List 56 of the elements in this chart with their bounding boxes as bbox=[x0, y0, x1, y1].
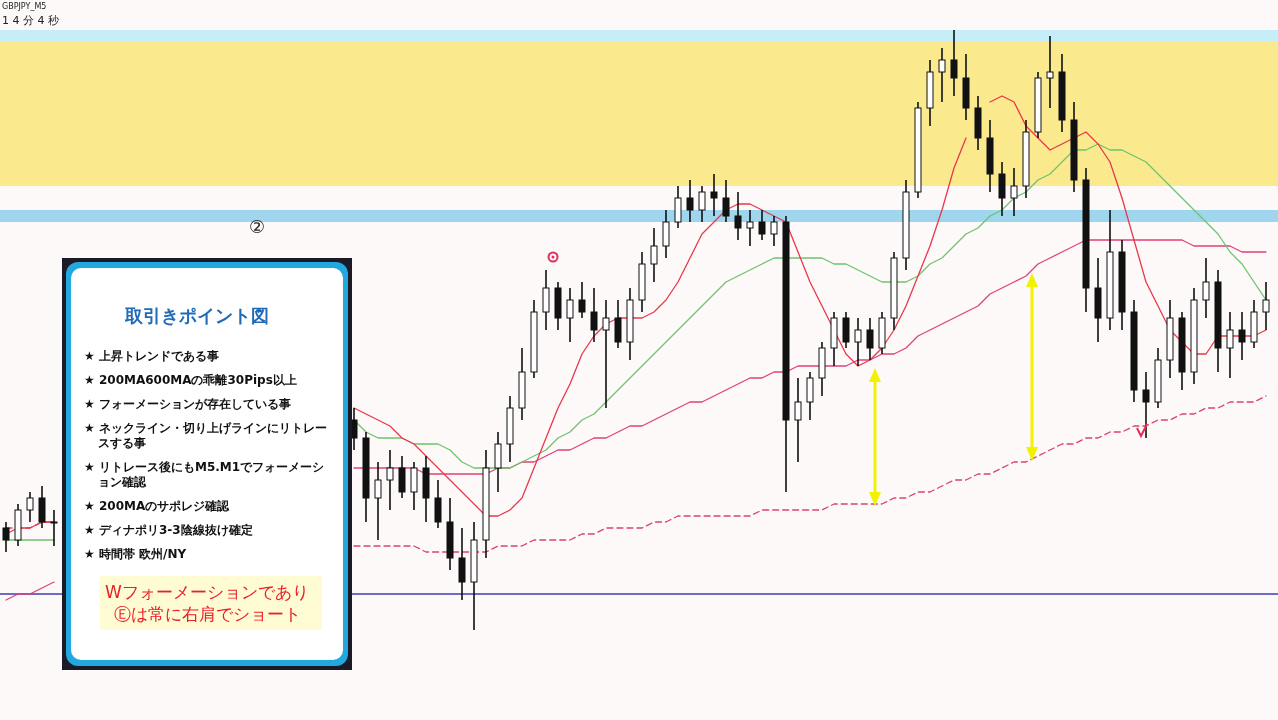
candlestick bbox=[710, 173, 718, 217]
candlestick bbox=[842, 311, 850, 349]
candlestick bbox=[410, 461, 418, 511]
annotation: ★ フォーメーションが存在している事 bbox=[84, 397, 291, 411]
candlestick bbox=[614, 299, 622, 349]
candlestick bbox=[590, 287, 598, 343]
candlestick bbox=[566, 287, 574, 343]
candlestick bbox=[1010, 167, 1018, 217]
candlestick bbox=[542, 269, 550, 331]
candlestick bbox=[1046, 35, 1054, 109]
candlestick bbox=[2, 521, 10, 553]
candlestick bbox=[602, 299, 610, 409]
candlestick bbox=[1142, 371, 1150, 439]
annotation: ★ リトレース後にもM5.M1でフォーメーション確認 bbox=[84, 460, 325, 489]
annotation: Wフォーメーションであり Ⓔは常に右肩でショート bbox=[105, 582, 309, 624]
candlestick bbox=[950, 29, 958, 97]
candlestick bbox=[1226, 311, 1234, 379]
candlestick bbox=[698, 185, 706, 223]
annotation: ★ 200MAのサポレジ確認 bbox=[84, 499, 231, 513]
candlestick bbox=[806, 371, 814, 421]
candlestick bbox=[494, 431, 502, 493]
candlestick bbox=[758, 209, 766, 241]
candlestick bbox=[662, 209, 670, 259]
annotation: ② bbox=[248, 216, 266, 237]
text: 取引きポイント図 bbox=[124, 305, 269, 326]
candlestick bbox=[722, 179, 730, 223]
candlestick bbox=[686, 179, 694, 223]
annotation: ★ 時間帯 欧州/NY bbox=[84, 547, 187, 561]
candlestick bbox=[1202, 257, 1210, 319]
annotation: ★ ネックライン・切り上げラインにリトレースする事 bbox=[84, 421, 327, 450]
candlestick bbox=[938, 47, 946, 103]
candlestick bbox=[650, 227, 658, 283]
annotation: ★ ディナポリ3-3陰線抜け確定 bbox=[84, 523, 253, 537]
candlestick bbox=[1238, 311, 1246, 361]
annotation: ★ 上昇トレンドである事 bbox=[84, 349, 219, 363]
candlestick bbox=[26, 491, 34, 523]
candlestick bbox=[434, 479, 442, 529]
candlestick bbox=[50, 509, 58, 547]
annotation: ★ 200MA600MAの乖離30Pips以上 bbox=[84, 373, 297, 387]
text: 1 4 分 4 秒 bbox=[2, 14, 59, 27]
candlestick bbox=[374, 461, 382, 541]
candlestick bbox=[854, 317, 862, 367]
candlestick bbox=[866, 317, 874, 361]
candlestick bbox=[578, 281, 586, 319]
candlestick bbox=[386, 449, 394, 511]
text: GBPJPY_M5 bbox=[2, 2, 47, 11]
candlestick bbox=[998, 161, 1006, 217]
candlestick bbox=[1262, 281, 1270, 331]
candlestick bbox=[398, 455, 406, 499]
candlestick bbox=[38, 485, 46, 529]
candlestick bbox=[674, 185, 682, 229]
candlestick bbox=[794, 377, 802, 463]
candlestick bbox=[734, 191, 742, 241]
candlestick bbox=[746, 209, 754, 247]
candlestick bbox=[458, 527, 466, 601]
candlestick bbox=[770, 215, 778, 247]
